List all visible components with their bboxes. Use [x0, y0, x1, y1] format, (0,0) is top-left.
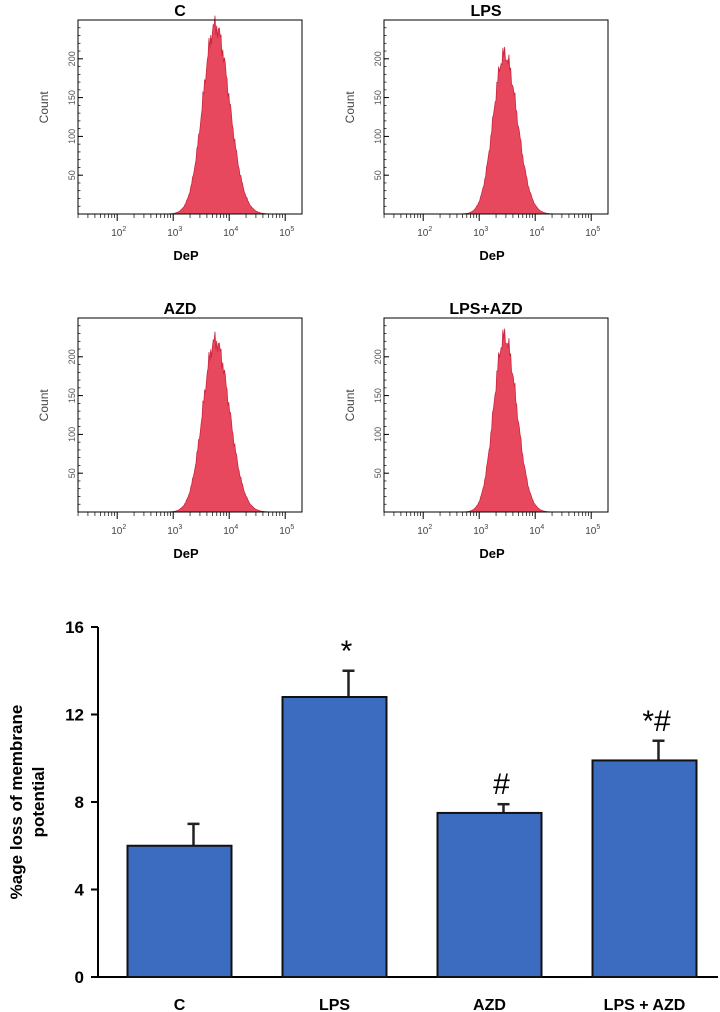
histogram-y-label: Count [37, 389, 51, 422]
bar-category-label: AZD [473, 997, 506, 1012]
histogram-x-tick-label: 103 [167, 524, 182, 537]
histogram-y-tick-label: 150 [373, 90, 383, 105]
histogram-y-tick-label: 150 [67, 90, 77, 105]
histogram-x-tick-label: 102 [111, 226, 126, 239]
bar-significance-label: * [341, 635, 353, 668]
histogram-y-tick-label: 200 [373, 51, 383, 66]
bar-azd [436, 811, 543, 978]
histogram-x-tick-label: 104 [223, 226, 238, 239]
bar-y-tick-label: 4 [75, 881, 85, 900]
histogram-y-tick-label: 200 [67, 349, 77, 364]
histogram-y-tick-label: 200 [67, 51, 77, 66]
histogram-distribution [78, 15, 302, 215]
histogram-y-tick-label: 50 [67, 468, 77, 478]
histogram-panel-2: 50 100 150 200 102 103 104 105 LPS DeP Count [343, 3, 609, 263]
histogram-y-label: Count [37, 91, 51, 124]
histogram-title: LPS [470, 3, 501, 20]
bar-significance-label: # [493, 768, 510, 801]
histogram-x-tick-label: 105 [585, 524, 600, 537]
histogram-panel-3: 50 100 150 200 102 103 104 105 AZD DeP Count [37, 301, 303, 561]
histogram-x-tick-label: 105 [279, 226, 294, 239]
histogram-y-label: Count [343, 389, 357, 422]
histogram-x-tick-label: 104 [529, 524, 544, 537]
histogram-distribution [78, 331, 302, 513]
bar-y-tick-label: 0 [75, 968, 84, 987]
bar-y-label-line-2: potential [29, 767, 48, 838]
histogram-x-tick-label: 104 [529, 226, 544, 239]
histogram-y-tick-label: 200 [373, 349, 383, 364]
histogram-x-tick-label: 103 [473, 226, 488, 239]
histogram-frame [77, 317, 303, 513]
histogram-x-tick-label: 103 [473, 524, 488, 537]
bar-lps [281, 696, 388, 978]
histogram-title: LPS+AZD [449, 301, 522, 318]
histogram-y-tick-label: 50 [67, 170, 77, 180]
bar-y-label: %age loss of membrane potential [7, 705, 48, 900]
histogram-x-label: DeP [479, 546, 505, 561]
histogram-x-tick-label: 105 [585, 226, 600, 239]
histogram-frame [77, 19, 303, 215]
histogram-y-tick-label: 50 [373, 468, 383, 478]
histogram-y-tick-label: 50 [373, 170, 383, 180]
bar-lps-azd [591, 759, 698, 978]
histogram-panel-4: 50 100 150 200 102 103 104 105 LPS+AZD DeP Count [343, 301, 609, 561]
bar-chart: 0 4 8 12 16 C LPS * AZD # LPS + AZD *# %age loss of … [7, 618, 718, 1012]
histogram-x-label: DeP [173, 546, 199, 561]
histogram-y-tick-label: 100 [67, 129, 77, 144]
bar-category-label: LPS [319, 997, 350, 1012]
histogram-x-tick-label: 105 [279, 524, 294, 537]
histogram-y-tick-label: 100 [373, 129, 383, 144]
histogram-y-label: Count [343, 91, 357, 124]
histogram-y-tick-label: 150 [373, 388, 383, 403]
histogram-y-tick-label: 150 [67, 388, 77, 403]
bar-category-label: LPS + AZD [604, 997, 686, 1012]
histogram-panel-1: 50 100 150 200 102 103 104 105 C DeP Count [37, 3, 303, 263]
histogram-x-tick-label: 102 [417, 524, 432, 537]
bar-c [126, 844, 233, 978]
histogram-distribution [384, 46, 608, 215]
histogram-x-tick-label: 102 [111, 524, 126, 537]
histogram-x-tick-label: 102 [417, 226, 432, 239]
histogram-x-tick-label: 103 [167, 226, 182, 239]
bar-y-tick-label: 16 [65, 618, 84, 637]
histogram-x-label: DeP [479, 248, 505, 263]
histogram-title: C [174, 3, 186, 20]
histogram-title: AZD [164, 301, 197, 318]
histogram-x-tick-label: 104 [223, 524, 238, 537]
bar-y-label-line-1: %age loss of membrane [7, 705, 26, 900]
bar-y-tick-label: 12 [65, 706, 84, 725]
bar-category-label: C [174, 997, 186, 1012]
histogram-distribution [384, 328, 608, 513]
histogram-y-tick-label: 100 [67, 427, 77, 442]
bar-significance-label: *# [642, 705, 671, 738]
histogram-y-tick-label: 100 [373, 427, 383, 442]
histogram-x-label: DeP [173, 248, 199, 263]
bar-y-tick-label: 8 [75, 793, 84, 812]
